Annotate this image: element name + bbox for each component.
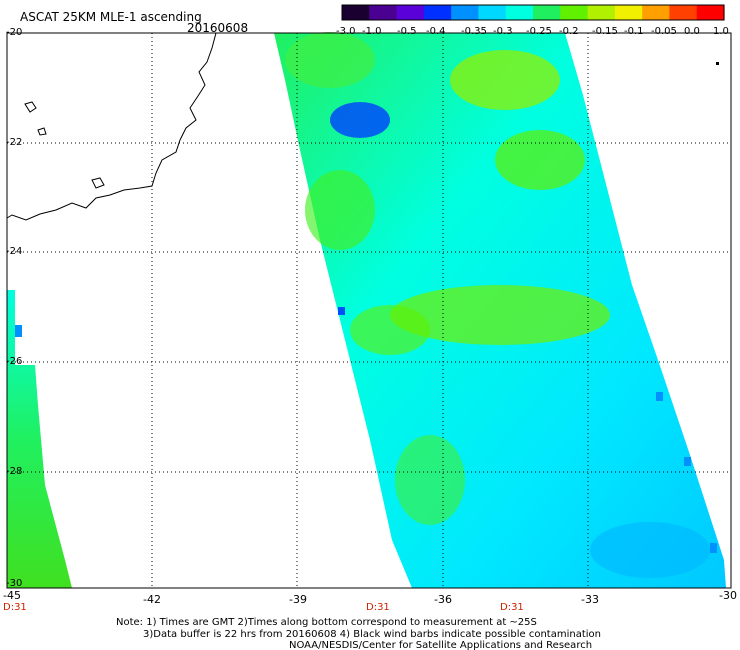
wind-swath-layer <box>7 32 726 588</box>
lat-label: -22 <box>6 137 23 148</box>
colorbar-label: -0.3 <box>493 26 513 37</box>
colorbar-label: -0.2 <box>559 26 579 37</box>
colorbar-label: -0.05 <box>651 26 677 37</box>
time-label: D:31 <box>3 602 27 613</box>
map-date: 20160608 <box>187 21 249 35</box>
colorbar-swatch <box>696 5 725 20</box>
colorbar-swatch <box>560 5 589 20</box>
lon-label: -36 <box>434 593 452 606</box>
colorbar-swatch <box>451 5 480 20</box>
lat-label: -26 <box>6 356 23 367</box>
lon-label: -30 <box>719 589 737 602</box>
left-swath <box>7 290 72 588</box>
lat-lon-grid <box>7 33 731 588</box>
colorbar-label: -0.25 <box>526 26 552 37</box>
lat-label: -30 <box>6 578 23 589</box>
footer-note-3: NOAA/NESDIS/Center for Satellite Applica… <box>289 640 593 650</box>
footer-note-2: 3)Data buffer is 22 hrs from 20160608 4)… <box>143 629 601 640</box>
colorbar-swatch <box>342 5 370 20</box>
colorbar-swatch <box>505 5 534 20</box>
colorbar-swatch <box>669 5 698 20</box>
lon-label: -42 <box>143 593 161 606</box>
swath-patch <box>495 130 585 190</box>
colorbar <box>341 4 725 21</box>
colorbar-label: -0.5 <box>397 26 417 37</box>
colorbar-swatch <box>614 5 643 20</box>
colorbar-label: -0.15 <box>592 26 618 37</box>
swath-cell <box>656 392 663 401</box>
footer-note-1: Note: 1) Times are GMT 2)Times along bot… <box>116 617 537 628</box>
swath-cell <box>710 543 717 553</box>
swath-patch <box>450 50 560 110</box>
lon-label: -33 <box>581 593 599 606</box>
swath-patch <box>305 170 375 250</box>
colorbar-swatch <box>587 5 616 20</box>
swath-patch <box>390 285 610 345</box>
lat-label: -20 <box>6 27 23 38</box>
time-label: D:31 <box>500 602 524 613</box>
swath-patch <box>330 102 390 138</box>
colorbar-swatch <box>369 5 398 20</box>
colorbar-swatch <box>396 5 425 20</box>
colorbar-label: 1.0 <box>713 26 729 37</box>
swath-cell <box>684 457 691 466</box>
colorbar-label: -0.35 <box>461 26 487 37</box>
island <box>91 177 105 189</box>
colorbar-label: -3.0 <box>336 26 356 37</box>
colorbar-label: -0.1 <box>624 26 644 37</box>
colorbar-swatch <box>533 5 561 20</box>
colorbar-swatch <box>478 5 507 20</box>
lon-label: -45 <box>3 589 21 602</box>
colorbar-label: -1.0 <box>362 26 382 37</box>
time-label: D:31 <box>366 602 390 613</box>
swath-patch <box>590 522 710 578</box>
island <box>24 101 37 113</box>
lat-label: -28 <box>6 466 23 477</box>
swath-patch <box>395 435 465 525</box>
lat-label: -24 <box>6 246 23 257</box>
map-frame <box>6 32 732 589</box>
coastline-path <box>6 32 217 221</box>
colorbar-label: 0.0 <box>684 26 700 37</box>
swath-cell <box>15 325 22 337</box>
colorbar-outline <box>341 4 725 21</box>
lon-label: -39 <box>289 593 307 606</box>
swath-cell <box>338 307 345 315</box>
colorbar-swatch <box>642 5 671 20</box>
swath-patch <box>285 32 375 88</box>
island <box>37 127 47 136</box>
coastline <box>6 32 719 221</box>
colorbar-swatch <box>423 5 452 20</box>
swath-patch <box>350 305 430 355</box>
island-dot <box>716 62 719 65</box>
map-title: ASCAT 25KM MLE-1 ascending <box>20 10 202 24</box>
colorbar-label: -0.4 <box>426 26 446 37</box>
